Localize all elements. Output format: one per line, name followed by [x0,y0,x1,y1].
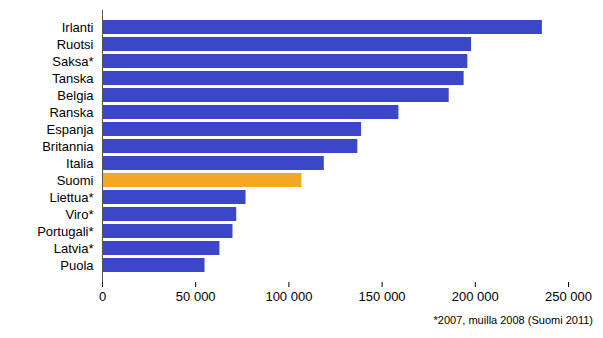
svg-text:150 000: 150 000 [359,289,406,304]
svg-text:Belgia: Belgia [57,88,94,103]
svg-text:Latvia*: Latvia* [54,241,94,256]
svg-text:Britannia: Britannia [42,139,94,154]
svg-text:Viro*: Viro* [66,207,94,222]
svg-text:Ruotsi: Ruotsi [57,37,94,52]
svg-text:Espanja: Espanja [47,122,95,137]
svg-text:Portugali*: Portugali* [37,224,93,239]
svg-text:Italia: Italia [66,156,94,171]
svg-text:50 000: 50 000 [176,289,216,304]
svg-text:Puola: Puola [60,258,94,273]
svg-text:250 000: 250 000 [545,289,592,304]
svg-text:100 000: 100 000 [265,289,312,304]
svg-text:Irlanti: Irlanti [62,20,94,35]
svg-text:200 000: 200 000 [452,289,499,304]
html-text:*2007, muilla 2008 (Suomi 2011: *2007, muilla 2008 (Suomi 2011) [433,314,593,326]
svg-text:Tanska: Tanska [52,71,94,86]
svg-text:Liettua*: Liettua* [49,190,93,205]
svg-text:0: 0 [99,289,106,304]
svg-text:Saksa*: Saksa* [52,54,93,69]
svg-text:Suomi: Suomi [57,173,94,188]
svg-text:Ranska: Ranska [49,105,94,120]
